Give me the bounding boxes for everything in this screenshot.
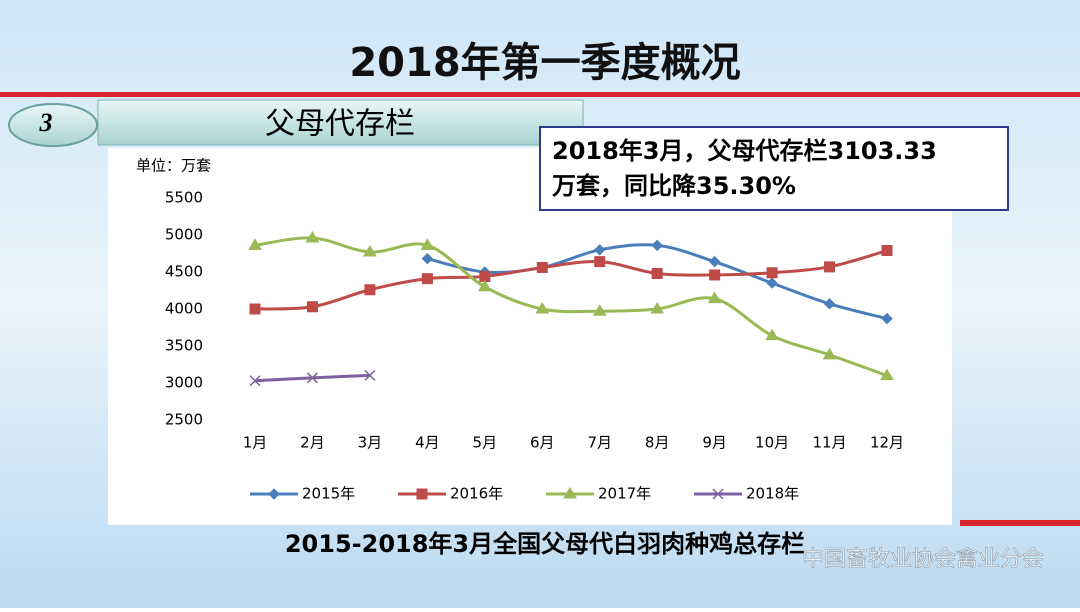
legend-marker — [416, 488, 428, 500]
x-tick-label: 7月 — [587, 434, 612, 452]
data-point — [477, 279, 492, 292]
data-point — [364, 369, 376, 381]
section-number: 3 — [39, 108, 53, 137]
y-tick-label: 4000 — [165, 300, 203, 318]
data-point — [592, 304, 607, 316]
data-point — [535, 302, 550, 314]
section-title: 父母代存栏 — [265, 107, 415, 142]
red-rule-bottom — [960, 520, 1080, 526]
section-tab — [97, 99, 584, 146]
data-point — [249, 303, 261, 315]
x-tick-label: 3月 — [358, 434, 383, 452]
y-tick-label: 4500 — [165, 263, 203, 281]
data-point — [594, 256, 606, 268]
chart-title: 2015-2018年3月全国父母代白羽肉种鸡总存栏 — [285, 530, 805, 558]
data-point — [822, 347, 837, 360]
data-point — [765, 328, 779, 341]
legend-label: 2016年 — [450, 485, 503, 503]
data-point — [651, 239, 663, 252]
data-point — [420, 238, 435, 250]
section-pill — [8, 103, 98, 147]
legend-marker — [268, 488, 280, 500]
data-point — [536, 262, 548, 274]
x-tick-label: 4月 — [415, 434, 440, 452]
x-tick-label: 10月 — [755, 434, 789, 452]
x-tick-label: 1月 — [243, 434, 268, 452]
y-tick-label: 5000 — [165, 226, 203, 244]
data-point — [766, 277, 778, 289]
y-tick-label: 2500 — [165, 411, 203, 429]
y-unit: 单位：万套 — [136, 157, 211, 175]
data-point — [306, 301, 318, 313]
data-point — [651, 267, 663, 279]
data-point — [709, 269, 721, 281]
y-tick-label: 3500 — [165, 337, 203, 355]
annotation-line: 2018年3月，父母代存栏3103.33 — [552, 137, 937, 165]
data-point — [364, 284, 376, 296]
x-tick-label: 9月 — [702, 434, 727, 452]
data-point — [421, 252, 434, 265]
data-point — [708, 255, 721, 268]
x-tick-label: 12月 — [870, 434, 904, 452]
data-point — [306, 372, 318, 384]
x-tick-label: 2月 — [300, 434, 325, 452]
x-tick-label: 5月 — [473, 434, 498, 452]
red-rule — [0, 92, 1080, 97]
data-point — [881, 312, 893, 325]
legend-marker — [563, 487, 577, 499]
data-point — [881, 245, 893, 257]
legend-label: 2015年 — [302, 485, 355, 503]
data-point — [880, 368, 894, 381]
data-point — [823, 298, 836, 310]
watermark: 中国畜牧业协会禽业分会 — [802, 547, 1044, 572]
slide-title: 2018年第一季度概况 — [349, 40, 740, 86]
data-point — [707, 291, 722, 304]
data-point — [249, 375, 261, 387]
data-point — [479, 270, 491, 282]
data-point — [824, 261, 836, 273]
data-point — [305, 230, 320, 243]
data-point — [766, 267, 778, 279]
x-tick-label: 11月 — [812, 434, 846, 452]
annotation-box — [539, 126, 1009, 211]
data-point — [594, 244, 606, 256]
annotation-line: 万套，同比降35.30% — [552, 172, 796, 200]
legend-label: 2017年 — [598, 485, 651, 503]
data-point — [248, 238, 262, 250]
legend-label: 2018年 — [746, 485, 799, 503]
data-point — [421, 273, 433, 285]
y-tick-label: 5500 — [165, 189, 203, 207]
data-point — [650, 302, 665, 314]
x-tick-label: 6月 — [530, 434, 555, 452]
x-tick-label: 8月 — [645, 434, 670, 452]
legend-marker — [712, 488, 724, 500]
y-tick-label: 3000 — [165, 374, 203, 392]
data-point — [363, 245, 377, 257]
